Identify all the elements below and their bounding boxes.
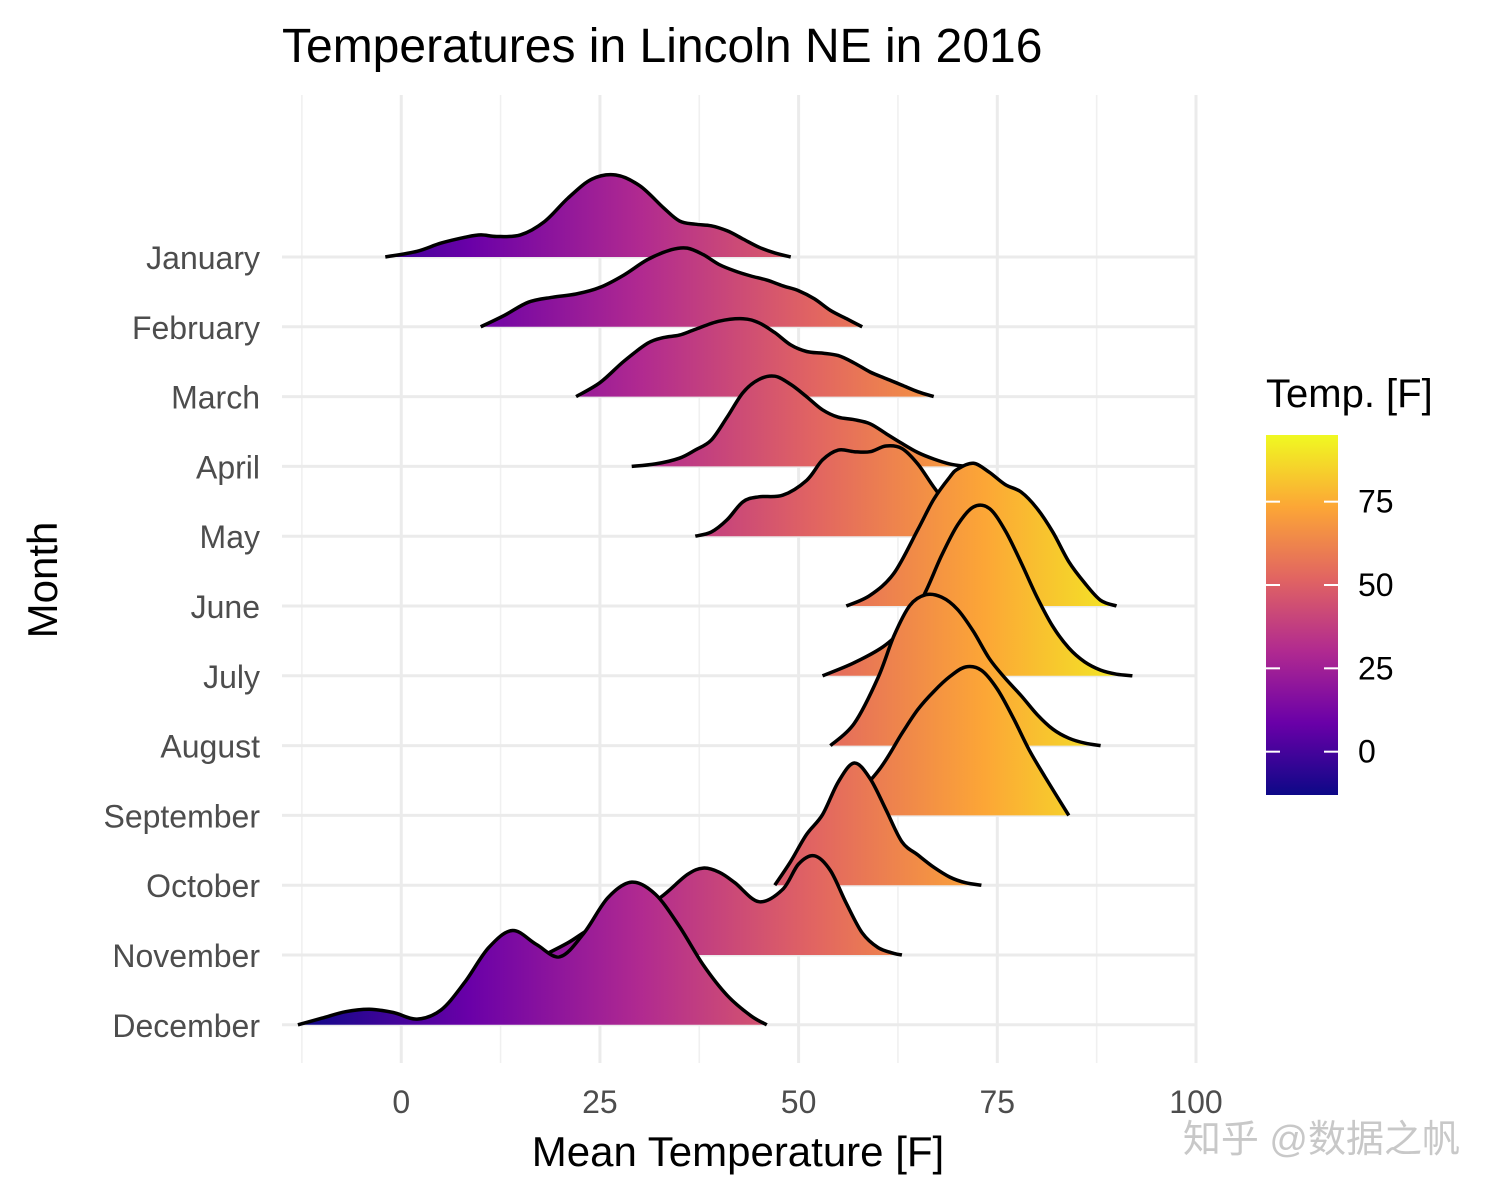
ridge-january [384,172,792,259]
ridge-outline [631,374,966,469]
y-tick-label: January [146,240,260,276]
ridge-march [575,316,935,399]
x-tick-label: 25 [582,1084,618,1120]
ridge-fill [774,762,982,886]
ridge-april [631,374,966,469]
y-tick-label: May [200,519,260,555]
ridge-outline [575,316,935,399]
legend-colorbar [1266,435,1338,795]
chart-title: Temperatures in Lincoln NE in 2016 [282,20,1042,73]
y-tick-label: April [196,449,260,485]
y-tick-label: December [112,1008,260,1044]
legend-tick-label: 50 [1358,567,1394,603]
y-tick-label: October [146,868,260,904]
x-axis-tick-labels: 0 25 50 75 100 [392,1084,1222,1120]
legend-tick-label: 25 [1358,650,1394,686]
y-axis-tick-labels: January February March April May June July Augu… [103,240,260,1044]
ridge-fill [385,174,791,257]
watermark-text: 知乎 @数据之帆 [1183,1119,1460,1161]
x-tick-label: 75 [980,1084,1016,1120]
legend-tick-label: 75 [1358,484,1394,520]
y-tick-label: June [191,589,260,625]
x-tick-label: 100 [1169,1084,1222,1120]
y-tick-label: September [103,798,260,834]
y-tick-label: July [203,659,260,695]
ridge-september [837,664,1071,817]
ridge-outline [773,761,982,887]
ridge-fill [297,882,767,1025]
ridge-outline [845,461,1118,608]
ridge-outline [479,245,864,329]
ridge-outline [837,664,1071,817]
x-axis-title: Mean Temperature [F] [532,1128,944,1175]
ridge-outline [829,592,1101,748]
legend-title: Temp. [F] [1266,372,1433,416]
y-axis-title: Month [19,522,66,639]
ridge-fill [631,375,966,467]
ridge-fill [480,247,863,327]
ridges [297,172,1133,1027]
legend-ticks: 0 25 50 75 [1266,484,1394,770]
y-tick-label: November [112,938,260,974]
color-legend: Temp. [F] 0 25 50 75 [1266,372,1433,795]
legend-tick-label: 0 [1358,734,1376,770]
x-tick-label: 50 [781,1084,817,1120]
x-tick-label: 0 [392,1084,410,1120]
y-tick-label: February [132,310,260,346]
ridge-outline [297,880,768,1027]
y-tick-label: March [171,380,260,416]
y-tick-label: August [160,729,260,765]
ridge-february [479,245,864,329]
ridge-fill [838,666,1069,816]
ridge-december [297,880,768,1027]
ridge-outline [384,172,792,259]
ridge-october [773,761,982,887]
